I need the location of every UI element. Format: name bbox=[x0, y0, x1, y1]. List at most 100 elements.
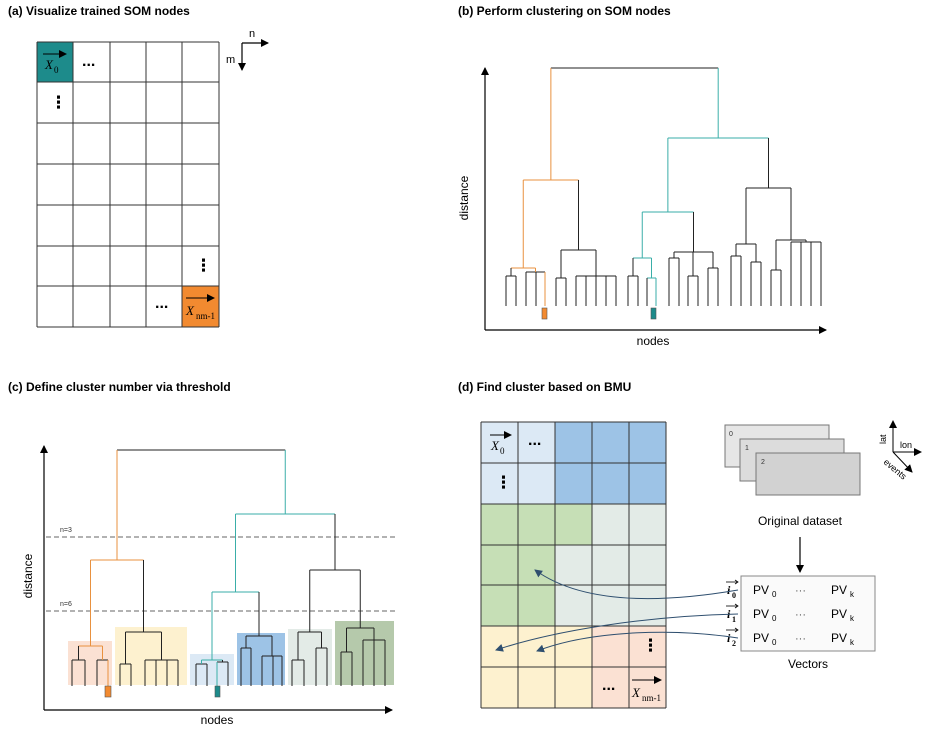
pv-ellipsis: ··· bbox=[795, 633, 806, 645]
vector-index-sub: 0 bbox=[732, 591, 736, 600]
grid-axis-indicator: n m bbox=[226, 28, 269, 71]
vector-index-sub: 1 bbox=[732, 615, 736, 624]
som-node-first-label: X 0 bbox=[43, 50, 67, 75]
axis-events-label: events bbox=[882, 457, 909, 482]
original-dataset-stack: 0 1 2 bbox=[724, 424, 861, 496]
svg-text:X: X bbox=[44, 57, 54, 72]
x-axis-label: nodes bbox=[201, 713, 234, 727]
vectors-label: Vectors bbox=[788, 657, 828, 671]
panel-c-dendrogram: distance nodes n=3 n=6 bbox=[21, 445, 398, 727]
cluster-cell bbox=[481, 667, 518, 708]
pv-ellipsis: ··· bbox=[795, 585, 806, 597]
svg-text:nm-1: nm-1 bbox=[196, 311, 215, 321]
panel-d-title: (d) Find cluster based on BMU bbox=[458, 380, 632, 394]
cluster-cell bbox=[592, 626, 629, 667]
y-axis-label: distance bbox=[457, 175, 471, 220]
cluster-background bbox=[288, 629, 332, 685]
ellipsis-horizontal: ... bbox=[602, 677, 615, 694]
cluster-cell bbox=[481, 422, 518, 463]
pv-first: PV bbox=[753, 607, 769, 621]
cluster-cell bbox=[518, 504, 555, 545]
ellipsis-horizontal: ... bbox=[82, 53, 95, 70]
pv-last-sub: k bbox=[850, 614, 855, 623]
cluster-cells bbox=[481, 422, 666, 708]
svg-text:X: X bbox=[490, 438, 500, 453]
first-node-marker bbox=[104, 685, 112, 698]
som-node-last-label: X nm-1 bbox=[185, 294, 215, 321]
pv-last: PV bbox=[831, 607, 847, 621]
cluster-cell bbox=[555, 422, 592, 463]
pv-last-sub: k bbox=[850, 590, 855, 599]
cluster-cell bbox=[592, 422, 629, 463]
svg-text:0: 0 bbox=[729, 431, 733, 438]
vector-index-sub: 2 bbox=[732, 639, 736, 648]
svg-text:X: X bbox=[631, 685, 641, 700]
cluster-cell bbox=[555, 463, 592, 504]
cluster-background bbox=[335, 621, 394, 685]
cluster-cell bbox=[555, 504, 592, 545]
vectors-box bbox=[740, 575, 876, 652]
cluster-cell bbox=[481, 626, 518, 667]
vector-arrow-tip bbox=[734, 579, 739, 585]
cluster-cell bbox=[481, 463, 518, 504]
panel-b-dendrogram: distance nodes bbox=[457, 67, 827, 348]
pv-first-sub: 0 bbox=[772, 614, 777, 623]
pv-first: PV bbox=[753, 583, 769, 597]
cluster-cell bbox=[629, 463, 666, 504]
cluster-cell bbox=[629, 545, 666, 585]
panel-b-title: (b) Perform clustering on SOM nodes bbox=[458, 4, 671, 18]
ellipsis-horizontal: ... bbox=[155, 295, 168, 312]
cluster-cell bbox=[481, 585, 518, 626]
cluster-cell bbox=[629, 585, 666, 626]
pv-last: PV bbox=[831, 583, 847, 597]
dendrogram-tree bbox=[505, 67, 822, 306]
axis-m-label: m bbox=[226, 54, 235, 66]
cluster-cell bbox=[592, 545, 629, 585]
dataset-layer-2 bbox=[755, 452, 861, 496]
cluster-background bbox=[68, 641, 112, 685]
svg-text:X: X bbox=[185, 303, 195, 318]
cluster-cell bbox=[629, 667, 666, 708]
bmu-arrow-i2 bbox=[536, 631, 739, 653]
axis-lat-label: lat bbox=[878, 434, 888, 444]
dendrogram-tree bbox=[71, 449, 386, 686]
vector-row: i 0 PV 0 ··· PV k bbox=[726, 579, 855, 600]
svg-text:2: 2 bbox=[761, 459, 765, 466]
cluster-background bbox=[237, 633, 285, 685]
pv-last-sub: k bbox=[850, 638, 855, 647]
svg-text:nm-1: nm-1 bbox=[642, 693, 661, 703]
second-node-marker bbox=[214, 685, 221, 698]
cluster-cell bbox=[592, 585, 629, 626]
ellipsis-horizontal: ... bbox=[528, 432, 541, 449]
som-grid-lines bbox=[480, 421, 667, 709]
ellipsis-vertical: ⋮ bbox=[50, 93, 67, 112]
cluster-cell bbox=[518, 667, 555, 708]
bmu-arrow-i1 bbox=[495, 613, 739, 652]
cluster-cell bbox=[555, 626, 592, 667]
vector-arrow-tip bbox=[734, 603, 739, 609]
som-node-first-label: X 0 bbox=[490, 431, 512, 456]
threshold-label-n6: n=6 bbox=[60, 601, 72, 608]
pv-first-sub: 0 bbox=[772, 638, 777, 647]
cluster-cell bbox=[518, 463, 555, 504]
cluster-cell bbox=[592, 504, 629, 545]
pv-last: PV bbox=[831, 631, 847, 645]
ellipsis-vertical: ⋮ bbox=[495, 473, 512, 492]
pv-ellipsis: ··· bbox=[795, 609, 806, 621]
threshold-label-n3: n=3 bbox=[60, 527, 72, 534]
panel-a-som-grid: X 0 ... ⋮ ⋮ ... X nm-1 n m bbox=[36, 28, 269, 328]
vector-arrow-tip bbox=[734, 627, 739, 633]
cluster-cell bbox=[555, 545, 592, 585]
panel-d-som-clusters: X 0 ... ⋮ ⋮ ... X nm-1 0 1 2 lat lon e bbox=[480, 420, 922, 709]
cluster-cell bbox=[555, 667, 592, 708]
cluster-cell bbox=[518, 422, 555, 463]
som-grid-lines bbox=[36, 41, 220, 328]
panel-c-title: (c) Define cluster number via threshold bbox=[8, 380, 231, 394]
som-node-last-label: X nm-1 bbox=[631, 676, 662, 703]
data-axis-indicator: lat lon events bbox=[878, 420, 922, 482]
vector-row: i 2 PV 0 ··· PV k bbox=[726, 627, 855, 648]
som-node-first bbox=[37, 42, 73, 82]
dataset-label: Original dataset bbox=[758, 514, 843, 528]
y-axis-label: distance bbox=[21, 553, 35, 598]
x-axis-label: nodes bbox=[637, 334, 670, 348]
